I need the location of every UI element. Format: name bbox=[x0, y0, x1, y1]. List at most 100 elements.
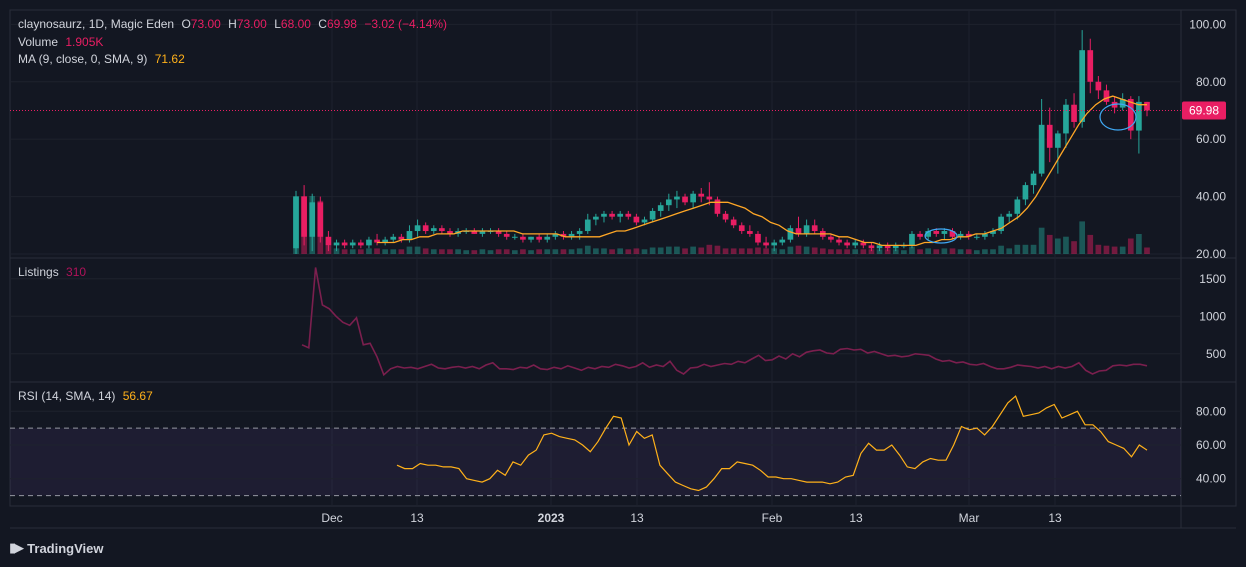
volume-bar bbox=[333, 248, 340, 254]
candle-body bbox=[552, 233, 559, 237]
candle bbox=[333, 239, 340, 252]
candle-body bbox=[925, 231, 932, 237]
candle-body bbox=[568, 233, 575, 237]
volume-bar bbox=[1046, 234, 1053, 254]
volume-bar bbox=[422, 248, 429, 254]
listings-axis-label: 500 bbox=[1206, 347, 1226, 361]
candle bbox=[552, 231, 559, 240]
drawing-circle bbox=[924, 228, 958, 244]
close-value: 69.98 bbox=[326, 17, 357, 31]
candle-body bbox=[414, 225, 421, 232]
volume-bar bbox=[617, 248, 624, 254]
candle bbox=[301, 185, 307, 246]
candle-body bbox=[941, 231, 948, 234]
volume-bar bbox=[390, 249, 397, 254]
tradingview-brand[interactable]: ▮▶ TradingView bbox=[9, 540, 104, 556]
candle bbox=[479, 228, 486, 237]
rsi-label: RSI (14, SMA, 14) bbox=[18, 389, 116, 403]
candle bbox=[1119, 93, 1126, 111]
candle-body bbox=[1063, 104, 1069, 134]
candle-body bbox=[933, 231, 940, 234]
time-axis-label: Mar bbox=[959, 511, 980, 525]
candle-body bbox=[601, 213, 607, 217]
volume-bar bbox=[625, 249, 632, 254]
volume-bar bbox=[682, 248, 688, 254]
volume-bar bbox=[1079, 221, 1085, 254]
candle-body bbox=[811, 225, 818, 232]
volume-bar bbox=[892, 249, 899, 254]
volume-bar bbox=[973, 250, 980, 254]
candle-body bbox=[406, 231, 413, 240]
candle bbox=[1079, 30, 1085, 128]
candle bbox=[811, 219, 818, 234]
candle-body bbox=[990, 231, 996, 234]
candle-body bbox=[698, 193, 705, 197]
candle-body bbox=[536, 236, 542, 240]
candle bbox=[1063, 98, 1069, 148]
candle-body bbox=[633, 216, 640, 223]
candle bbox=[341, 239, 348, 249]
ma-line bbox=[377, 95, 1147, 247]
candle-body bbox=[1095, 81, 1102, 91]
candle bbox=[398, 233, 405, 243]
volume-bar bbox=[965, 249, 972, 254]
candle bbox=[560, 231, 567, 240]
candle-body bbox=[390, 236, 397, 240]
volume-bar bbox=[463, 250, 470, 254]
candle-body bbox=[1014, 199, 1021, 214]
candle-body bbox=[1055, 133, 1061, 148]
symbol-name[interactable]: claynosaurz bbox=[18, 17, 83, 31]
candle bbox=[714, 196, 721, 217]
volume-bar bbox=[674, 246, 680, 254]
candle bbox=[641, 216, 648, 226]
listings-legend[interactable]: Listings 310 bbox=[18, 264, 86, 280]
candle-body bbox=[852, 242, 859, 246]
volume-bar bbox=[665, 246, 672, 254]
candle bbox=[957, 231, 964, 240]
time-axis-label: 13 bbox=[849, 511, 863, 525]
volume-bar bbox=[495, 249, 502, 254]
ma-legend[interactable]: MA (9, close, 0, SMA, 9) 71.62 bbox=[18, 51, 185, 67]
rsi-legend[interactable]: RSI (14, SMA, 14) 56.67 bbox=[18, 388, 153, 404]
candle bbox=[982, 231, 988, 240]
volume-bar bbox=[714, 245, 721, 254]
candle-body bbox=[576, 231, 583, 234]
interval-label[interactable]: 1D bbox=[88, 17, 105, 31]
volume-bar bbox=[844, 249, 850, 254]
candle-body bbox=[1079, 50, 1085, 122]
volume-bar bbox=[487, 250, 494, 254]
candle-body bbox=[584, 219, 591, 232]
volume-bar bbox=[876, 249, 883, 254]
volume-bar bbox=[803, 246, 810, 254]
candle bbox=[625, 210, 632, 220]
volume-legend[interactable]: Volume 1.905K bbox=[18, 34, 103, 50]
listings-axis-label: 1500 bbox=[1199, 272, 1226, 286]
rsi-band-fill bbox=[10, 428, 1181, 496]
volume-bar bbox=[1087, 234, 1094, 254]
candle bbox=[892, 242, 899, 252]
volume-bar bbox=[706, 244, 713, 254]
candle bbox=[1144, 101, 1150, 117]
volume-bar bbox=[1038, 227, 1045, 254]
volume-bar bbox=[609, 249, 615, 254]
rsi-axis-label: 80.00 bbox=[1196, 404, 1226, 418]
candle bbox=[1071, 93, 1077, 128]
candle bbox=[593, 213, 599, 226]
candle bbox=[293, 190, 299, 254]
candle bbox=[366, 236, 372, 249]
candle-body bbox=[341, 242, 348, 246]
volume-label: Volume bbox=[18, 35, 59, 49]
candle-body bbox=[779, 239, 786, 243]
volume-bar bbox=[406, 246, 413, 254]
candle bbox=[1038, 98, 1045, 177]
volume-bar bbox=[1119, 246, 1126, 254]
volume-bar bbox=[568, 249, 575, 254]
candle-body bbox=[957, 233, 964, 237]
price-axis-label: 60.00 bbox=[1196, 132, 1226, 146]
volume-bar bbox=[439, 249, 445, 254]
brand-name: TradingView bbox=[27, 540, 104, 556]
candle-body bbox=[706, 196, 713, 200]
candle-body bbox=[503, 233, 510, 237]
high-value: 73.00 bbox=[236, 17, 267, 31]
